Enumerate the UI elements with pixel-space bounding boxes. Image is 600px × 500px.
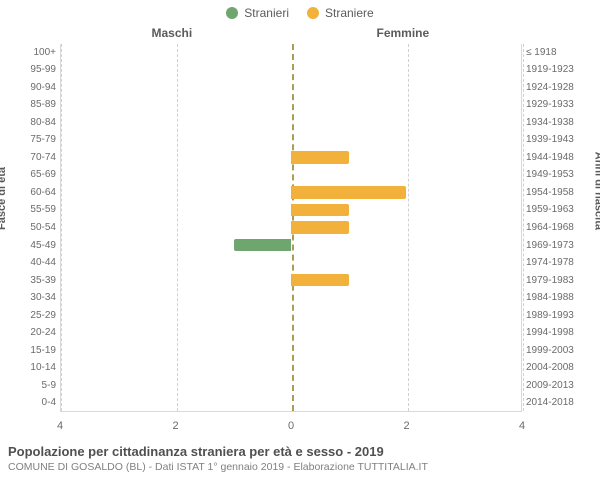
table-row xyxy=(61,236,521,253)
table-row xyxy=(61,184,521,201)
bar-female xyxy=(291,204,349,217)
y-tick-label-birth: 1984-1988 xyxy=(526,293,600,303)
x-tick-label: 0 xyxy=(288,420,294,432)
grid-line xyxy=(523,44,524,411)
table-row xyxy=(61,254,521,271)
y-tick-label-birth: 1959-1963 xyxy=(526,205,600,215)
y-tick-label-age: 95-99 xyxy=(0,65,56,75)
y-tick-label-age: 90-94 xyxy=(0,83,56,93)
y-tick-label-age: 45-49 xyxy=(0,241,56,251)
table-row xyxy=(61,131,521,148)
y-tick-label-birth: 2004-2008 xyxy=(526,363,600,373)
y-tick-label-birth: 1919-1923 xyxy=(526,65,600,75)
table-row xyxy=(61,271,521,288)
y-tick-label-birth: 1979-1983 xyxy=(526,276,600,286)
bar-female xyxy=(291,274,349,287)
table-row xyxy=(61,359,521,376)
legend-item-male: Stranieri xyxy=(226,6,289,20)
table-row xyxy=(61,394,521,411)
table-row xyxy=(61,376,521,393)
y-tick-label-birth: 1939-1943 xyxy=(526,135,600,145)
caption-title: Popolazione per cittadinanza straniera p… xyxy=(8,444,592,459)
y-tick-label-birth: 1954-1958 xyxy=(526,188,600,198)
table-row xyxy=(61,149,521,166)
y-tick-label-age: 0-4 xyxy=(0,398,56,408)
y-tick-label-birth: 1989-1993 xyxy=(526,311,600,321)
bar-female xyxy=(291,221,349,234)
bar-female xyxy=(291,151,349,164)
table-row xyxy=(61,96,521,113)
y-tick-label-age: 20-24 xyxy=(0,328,56,338)
pyramid-chart: Fasce di età Anni di nascita Maschi Femm… xyxy=(0,20,600,440)
y-tick-label-birth: 1974-1978 xyxy=(526,258,600,268)
y-tick-label-birth: 1964-1968 xyxy=(526,223,600,233)
y-tick-label-birth: 1994-1998 xyxy=(526,328,600,338)
y-tick-label-birth: 1949-1953 xyxy=(526,170,600,180)
y-tick-label-age: 30-34 xyxy=(0,293,56,303)
column-header-female: Femmine xyxy=(377,26,430,40)
y-tick-label-birth: ≤ 1918 xyxy=(526,48,600,58)
table-row xyxy=(61,79,521,96)
legend-swatch-female xyxy=(307,7,319,19)
x-tick-label: 4 xyxy=(57,420,63,432)
y-tick-label-age: 80-84 xyxy=(0,118,56,128)
bar-female xyxy=(291,186,406,199)
y-tick-label-age: 60-64 xyxy=(0,188,56,198)
table-row xyxy=(61,44,521,61)
table-row xyxy=(61,166,521,183)
y-tick-label-age: 85-89 xyxy=(0,100,56,110)
y-tick-label-age: 65-69 xyxy=(0,170,56,180)
y-tick-label-age: 70-74 xyxy=(0,153,56,163)
y-tick-label-birth: 1924-1928 xyxy=(526,83,600,93)
y-tick-label-age: 100+ xyxy=(0,48,56,58)
legend-item-female: Straniere xyxy=(307,6,374,20)
y-tick-label-age: 10-14 xyxy=(0,363,56,373)
y-tick-label-age: 25-29 xyxy=(0,311,56,321)
table-row xyxy=(61,341,521,358)
legend: Stranieri Straniere xyxy=(0,0,600,20)
legend-label-female: Straniere xyxy=(325,6,374,20)
y-tick-label-age: 15-19 xyxy=(0,346,56,356)
legend-swatch-male xyxy=(226,7,238,19)
column-header-male: Maschi xyxy=(152,26,193,40)
caption: Popolazione per cittadinanza straniera p… xyxy=(0,440,600,473)
table-row xyxy=(61,114,521,131)
y-tick-label-birth: 2014-2018 xyxy=(526,398,600,408)
caption-subtitle: COMUNE DI GOSALDO (BL) - Dati ISTAT 1° g… xyxy=(8,461,592,473)
table-row xyxy=(61,219,521,236)
y-tick-label-age: 50-54 xyxy=(0,223,56,233)
y-tick-label-birth: 1999-2003 xyxy=(526,346,600,356)
table-row xyxy=(61,289,521,306)
y-tick-label-birth: 1934-1938 xyxy=(526,118,600,128)
y-tick-label-age: 55-59 xyxy=(0,205,56,215)
y-tick-label-birth: 1929-1933 xyxy=(526,100,600,110)
plot-area xyxy=(60,44,522,412)
y-tick-label-age: 5-9 xyxy=(0,381,56,391)
table-row xyxy=(61,324,521,341)
x-tick-label: 2 xyxy=(403,420,409,432)
y-tick-label-age: 35-39 xyxy=(0,276,56,286)
y-tick-label-birth: 1969-1973 xyxy=(526,241,600,251)
y-tick-label-birth: 1944-1948 xyxy=(526,153,600,163)
legend-label-male: Stranieri xyxy=(244,6,289,20)
table-row xyxy=(61,306,521,323)
y-tick-label-age: 40-44 xyxy=(0,258,56,268)
bar-male xyxy=(234,239,292,252)
table-row xyxy=(61,61,521,78)
table-row xyxy=(61,201,521,218)
x-tick-label: 2 xyxy=(172,420,178,432)
y-tick-label-birth: 2009-2013 xyxy=(526,381,600,391)
x-tick-label: 4 xyxy=(519,420,525,432)
y-tick-label-age: 75-79 xyxy=(0,135,56,145)
